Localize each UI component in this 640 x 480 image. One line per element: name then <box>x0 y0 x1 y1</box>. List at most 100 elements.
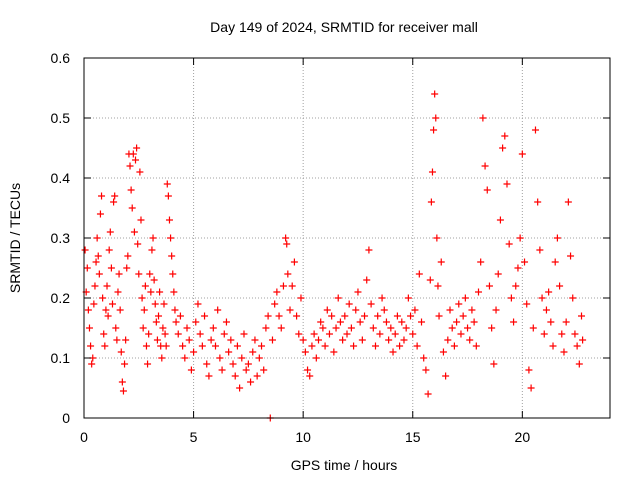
data-point <box>165 216 173 224</box>
data-point <box>332 324 340 332</box>
data-point <box>525 366 533 374</box>
data-point <box>444 336 452 344</box>
data-point <box>102 306 110 314</box>
data-point <box>150 276 158 284</box>
data-point <box>225 348 233 356</box>
data-point <box>422 366 430 374</box>
data-point <box>87 342 95 350</box>
data-point <box>283 240 291 248</box>
data-point <box>111 192 119 200</box>
data-point <box>426 276 434 284</box>
data-point <box>81 246 89 254</box>
data-point <box>516 234 524 242</box>
data-point <box>162 342 170 350</box>
data-point <box>91 282 99 290</box>
data-point <box>315 336 323 344</box>
data-point <box>128 204 136 212</box>
data-point <box>136 168 144 176</box>
data-point <box>117 348 125 356</box>
y-tick-labels: 0 0.1 0.2 0.3 0.4 0.5 0.6 <box>51 50 71 426</box>
data-point <box>90 300 98 308</box>
data-point <box>448 324 456 332</box>
data-point <box>345 300 353 308</box>
data-point <box>369 324 377 332</box>
data-point <box>363 276 371 284</box>
data-point <box>527 384 535 392</box>
data-point <box>85 324 93 332</box>
data-point <box>361 312 369 320</box>
data-point <box>407 312 415 320</box>
data-point <box>310 330 318 338</box>
data-point <box>435 312 443 320</box>
data-point <box>156 288 164 296</box>
data-point <box>387 324 395 332</box>
y-tick-label: 0.4 <box>51 170 71 186</box>
data-point <box>160 300 168 308</box>
data-point <box>560 348 568 356</box>
data-point <box>123 264 131 272</box>
data-point <box>295 330 303 338</box>
data-point <box>171 306 179 314</box>
data-point <box>427 198 435 206</box>
data-point <box>159 324 167 332</box>
data-point <box>477 258 485 266</box>
data-point <box>413 342 421 350</box>
data-point <box>155 312 163 320</box>
data-point <box>385 336 393 344</box>
data-point <box>236 384 244 392</box>
data-point <box>472 342 480 350</box>
data-point <box>336 318 344 326</box>
data-point <box>170 288 178 296</box>
data-point <box>134 240 142 248</box>
data-point <box>343 330 351 338</box>
data-point <box>277 324 285 332</box>
data-point <box>93 234 101 242</box>
data-point <box>350 342 358 350</box>
data-point <box>121 360 129 368</box>
data-point <box>391 330 399 338</box>
data-point <box>450 342 458 350</box>
data-point <box>176 312 184 320</box>
data-point <box>398 318 406 326</box>
data-point <box>135 270 143 278</box>
x-tick-label: 10 <box>295 429 311 445</box>
data-point <box>579 336 587 344</box>
data-point <box>98 192 106 200</box>
data-point <box>94 252 102 260</box>
axis-ticks <box>83 57 610 419</box>
data-point <box>174 330 182 338</box>
data-point <box>113 336 121 344</box>
data-point <box>118 378 126 386</box>
data-point <box>389 348 397 356</box>
data-point <box>262 324 270 332</box>
data-point <box>424 390 432 398</box>
data-point <box>402 324 410 332</box>
data-point <box>479 114 487 122</box>
data-point <box>222 318 230 326</box>
data-point <box>374 312 382 320</box>
data-point <box>133 144 141 152</box>
data-point <box>490 360 498 368</box>
data-point <box>144 360 152 368</box>
data-point <box>253 372 261 380</box>
data-point <box>141 282 149 290</box>
data-point <box>380 306 388 314</box>
data-point <box>251 336 259 344</box>
data-point <box>288 282 296 290</box>
data-point <box>122 336 130 344</box>
data-point <box>164 192 172 200</box>
data-point <box>273 288 281 296</box>
data-point <box>534 198 542 206</box>
data-point <box>396 342 404 350</box>
data-point <box>501 132 509 140</box>
data-point <box>499 144 507 152</box>
data-point <box>573 342 581 350</box>
data-point <box>492 306 500 314</box>
data-point <box>124 252 132 260</box>
data-point <box>212 342 219 350</box>
data-point <box>95 270 103 278</box>
data-point <box>264 312 272 320</box>
y-tick-label: 0.2 <box>51 290 71 306</box>
data-point <box>371 342 379 350</box>
